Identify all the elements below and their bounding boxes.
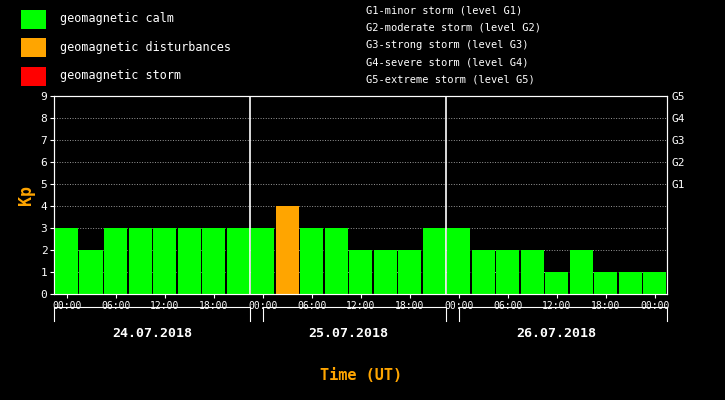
Bar: [618, 272, 642, 294]
Text: geomagnetic calm: geomagnetic calm: [59, 12, 174, 25]
Bar: [251, 228, 274, 294]
Bar: [300, 228, 323, 294]
Bar: [22, 67, 46, 86]
Bar: [104, 228, 128, 294]
Bar: [325, 228, 348, 294]
Text: geomagnetic storm: geomagnetic storm: [59, 69, 181, 82]
Bar: [202, 228, 225, 294]
Text: Time (UT): Time (UT): [320, 368, 402, 384]
Text: 24.07.2018: 24.07.2018: [112, 327, 192, 340]
Bar: [570, 250, 593, 294]
Bar: [349, 250, 373, 294]
Text: geomagnetic disturbances: geomagnetic disturbances: [59, 40, 231, 54]
Text: G1-minor storm (level G1): G1-minor storm (level G1): [366, 6, 522, 16]
Bar: [398, 250, 421, 294]
Bar: [423, 228, 446, 294]
Bar: [545, 272, 568, 294]
Bar: [447, 228, 471, 294]
Bar: [521, 250, 544, 294]
Bar: [276, 206, 299, 294]
Bar: [643, 272, 666, 294]
Bar: [373, 250, 397, 294]
Y-axis label: Kp: Kp: [17, 185, 35, 205]
Bar: [594, 272, 618, 294]
Bar: [80, 250, 103, 294]
Bar: [22, 10, 46, 29]
Text: G4-severe storm (level G4): G4-severe storm (level G4): [366, 57, 529, 67]
Bar: [22, 38, 46, 57]
Text: G2-moderate storm (level G2): G2-moderate storm (level G2): [366, 23, 541, 33]
Bar: [226, 228, 250, 294]
Bar: [128, 228, 152, 294]
Text: 26.07.2018: 26.07.2018: [517, 327, 597, 340]
Bar: [496, 250, 519, 294]
Text: G5-extreme storm (level G5): G5-extreme storm (level G5): [366, 74, 534, 84]
Bar: [471, 250, 495, 294]
Bar: [178, 228, 201, 294]
Bar: [55, 228, 78, 294]
Text: 25.07.2018: 25.07.2018: [308, 327, 389, 340]
Text: G3-strong storm (level G3): G3-strong storm (level G3): [366, 40, 529, 50]
Bar: [153, 228, 176, 294]
